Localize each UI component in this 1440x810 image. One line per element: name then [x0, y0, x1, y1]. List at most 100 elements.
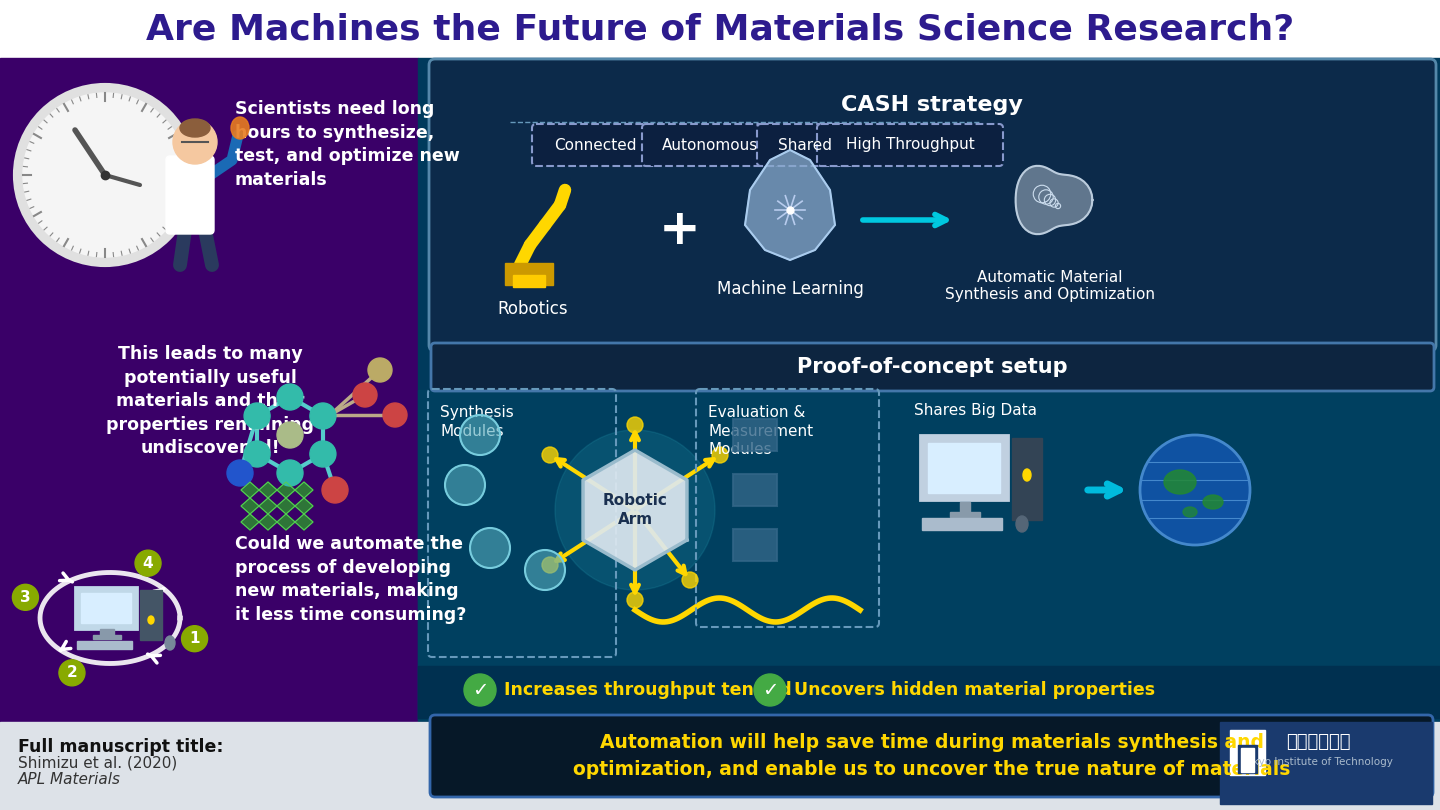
- Text: 1: 1: [189, 631, 200, 646]
- Circle shape: [13, 584, 39, 610]
- Circle shape: [173, 120, 217, 164]
- Bar: [81, 593, 131, 623]
- Bar: [733, 529, 778, 561]
- Text: High Throughput: High Throughput: [845, 138, 975, 152]
- Circle shape: [369, 358, 392, 382]
- Circle shape: [464, 674, 495, 706]
- Circle shape: [14, 85, 194, 265]
- Circle shape: [469, 528, 510, 568]
- Circle shape: [445, 465, 485, 505]
- Bar: [0, 58, 418, 722]
- Text: This leads to many
potentially useful
materials and their
properties remaining
u: This leads to many potentially useful ma…: [107, 345, 314, 458]
- Text: 2: 2: [66, 665, 78, 680]
- Text: ✓: ✓: [472, 680, 488, 700]
- Polygon shape: [276, 498, 295, 514]
- Bar: [1012, 438, 1043, 520]
- Circle shape: [276, 460, 302, 486]
- Text: ✓: ✓: [762, 680, 778, 700]
- Text: Connected: Connected: [554, 138, 636, 152]
- Text: Shimizu et al. (2020): Shimizu et al. (2020): [17, 756, 177, 771]
- Text: Increases throughput tenfold: Increases throughput tenfold: [504, 681, 792, 699]
- Text: Shared: Shared: [778, 138, 832, 152]
- Text: Could we automate the
process of developing
new materials, making
it less time c: Could we automate the process of develop…: [235, 535, 467, 624]
- Polygon shape: [295, 482, 312, 498]
- Polygon shape: [276, 514, 295, 530]
- Ellipse shape: [180, 119, 210, 137]
- Bar: [950, 512, 981, 517]
- Ellipse shape: [1017, 516, 1028, 532]
- Bar: [927, 443, 999, 493]
- Circle shape: [245, 403, 271, 429]
- Circle shape: [711, 447, 729, 463]
- FancyBboxPatch shape: [166, 156, 215, 234]
- Circle shape: [310, 441, 336, 467]
- FancyBboxPatch shape: [816, 124, 1004, 166]
- Bar: [960, 502, 971, 512]
- Circle shape: [276, 384, 302, 410]
- Text: Machine Learning: Machine Learning: [717, 280, 864, 298]
- Circle shape: [459, 415, 500, 455]
- Polygon shape: [240, 498, 259, 514]
- Circle shape: [526, 550, 564, 590]
- FancyBboxPatch shape: [642, 124, 778, 166]
- Circle shape: [626, 417, 644, 433]
- Bar: [733, 419, 778, 451]
- Polygon shape: [240, 514, 259, 530]
- Circle shape: [626, 592, 644, 608]
- Polygon shape: [583, 450, 687, 570]
- Text: Full manuscript title:: Full manuscript title:: [17, 738, 229, 756]
- Polygon shape: [259, 514, 276, 530]
- FancyBboxPatch shape: [431, 715, 1433, 797]
- Text: +: +: [660, 206, 701, 254]
- Bar: [505, 263, 553, 285]
- Polygon shape: [240, 482, 259, 498]
- Polygon shape: [259, 498, 276, 514]
- Text: Automation will help save time during materials synthesis and
optimization, and : Automation will help save time during ma…: [573, 733, 1290, 778]
- Ellipse shape: [1022, 469, 1031, 481]
- Ellipse shape: [1184, 507, 1197, 517]
- Circle shape: [683, 572, 698, 588]
- Bar: [1238, 745, 1257, 773]
- Text: Automatic Material
Synthesis and Optimization: Automatic Material Synthesis and Optimiz…: [945, 270, 1155, 302]
- Ellipse shape: [1164, 470, 1197, 494]
- Circle shape: [541, 447, 559, 463]
- Circle shape: [541, 557, 559, 573]
- Bar: [1230, 730, 1264, 775]
- Circle shape: [245, 441, 271, 467]
- FancyBboxPatch shape: [757, 124, 852, 166]
- Circle shape: [310, 403, 336, 429]
- Bar: [0, 0, 1440, 58]
- Text: Robotic
Arm: Robotic Arm: [602, 492, 667, 527]
- Bar: [94, 635, 121, 639]
- Polygon shape: [295, 514, 312, 530]
- Ellipse shape: [1202, 495, 1223, 509]
- Circle shape: [755, 674, 786, 706]
- Text: Are Machines the Future of Materials Science Research?: Are Machines the Future of Materials Sci…: [145, 13, 1295, 47]
- Text: Tokyo Institute of Technology: Tokyo Institute of Technology: [1243, 757, 1394, 767]
- Circle shape: [276, 422, 302, 448]
- FancyBboxPatch shape: [429, 59, 1436, 351]
- Text: CASH strategy: CASH strategy: [841, 95, 1022, 115]
- Polygon shape: [259, 482, 276, 498]
- Circle shape: [353, 383, 377, 407]
- Text: 東京工業大学: 東京工業大学: [1286, 733, 1351, 751]
- Text: 4: 4: [143, 556, 153, 571]
- Circle shape: [554, 430, 716, 590]
- Circle shape: [383, 403, 408, 427]
- FancyBboxPatch shape: [531, 124, 658, 166]
- Circle shape: [1140, 435, 1250, 545]
- Ellipse shape: [148, 616, 154, 624]
- Circle shape: [135, 550, 161, 576]
- Circle shape: [323, 477, 348, 503]
- Bar: [418, 666, 1440, 718]
- Bar: [140, 590, 161, 640]
- Bar: [75, 587, 137, 629]
- Bar: [1241, 748, 1254, 772]
- Text: 3: 3: [20, 590, 30, 605]
- Text: Robotics: Robotics: [498, 300, 569, 318]
- Text: Proof-of-concept setup: Proof-of-concept setup: [796, 357, 1067, 377]
- Circle shape: [59, 660, 85, 686]
- Bar: [513, 275, 544, 287]
- Ellipse shape: [166, 636, 176, 650]
- Bar: [0, 722, 1440, 810]
